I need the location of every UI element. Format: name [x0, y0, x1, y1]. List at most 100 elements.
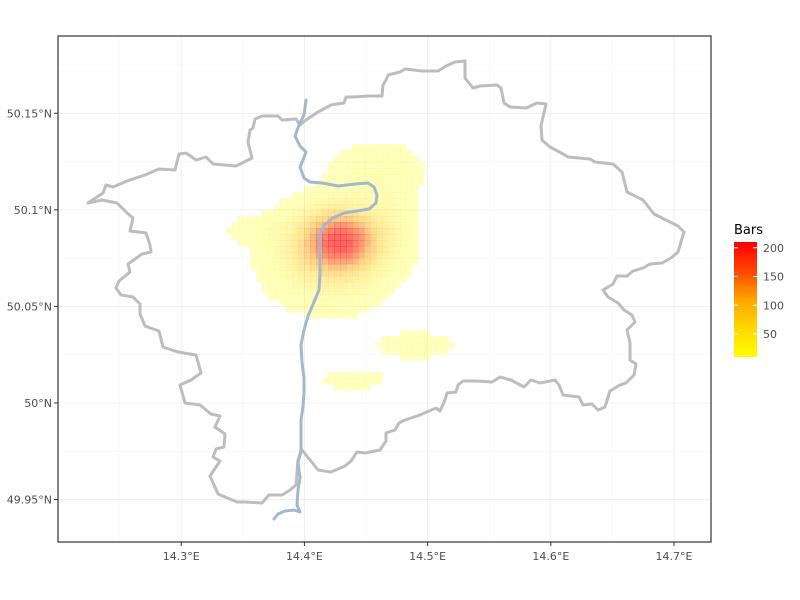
density-cell — [382, 282, 389, 289]
density-cell — [346, 384, 353, 391]
density-cell — [226, 228, 233, 235]
density-cell — [280, 288, 287, 295]
density-cell — [394, 234, 401, 241]
density-cell — [370, 282, 377, 289]
x-tick-label: 14.6°E — [532, 550, 569, 563]
density-cell — [400, 234, 407, 241]
density-cell — [352, 198, 359, 205]
density-cell — [334, 312, 341, 319]
density-cell — [304, 276, 311, 283]
density-cell — [304, 234, 311, 241]
density-cell — [328, 186, 335, 193]
density-cell — [412, 348, 419, 355]
density-cell — [358, 192, 365, 199]
density-cell — [304, 282, 311, 289]
density-cell — [388, 288, 395, 295]
density-cell — [364, 228, 371, 235]
density-cell — [382, 246, 389, 253]
density-cell — [370, 156, 377, 163]
density-cell — [250, 264, 257, 271]
density-cell — [406, 198, 413, 205]
density-cell — [412, 210, 419, 217]
density-cell — [394, 252, 401, 259]
density-cell — [430, 342, 437, 349]
density-cell — [334, 228, 341, 235]
density-cell — [256, 216, 263, 223]
density-cell — [352, 252, 359, 259]
density-cell — [436, 336, 443, 343]
density-cell — [328, 204, 335, 211]
density-cell — [262, 282, 269, 289]
density-cell — [376, 234, 383, 241]
density-cell — [340, 198, 347, 205]
density-cell — [352, 210, 359, 217]
density-cell — [388, 240, 395, 247]
density-cell — [370, 234, 377, 241]
density-cell — [376, 186, 383, 193]
density-cell — [370, 198, 377, 205]
plot-panel-border — [57, 35, 712, 543]
density-cell — [292, 300, 299, 307]
density-cell — [376, 342, 383, 349]
density-cell — [358, 264, 365, 271]
density-cell — [388, 186, 395, 193]
x-axis: 14.3°E 14.4°E 14.5°E 14.6°E 14.7°E — [163, 542, 693, 563]
density-cell — [394, 270, 401, 277]
density-cell — [400, 354, 407, 361]
density-cell — [328, 222, 335, 229]
density-cell — [352, 162, 359, 169]
density-cell — [232, 234, 239, 241]
density-cell — [412, 342, 419, 349]
density-cell — [322, 246, 329, 253]
density-cell — [346, 264, 353, 271]
y-tick-label: 49.95°N — [7, 494, 52, 507]
density-cell — [370, 210, 377, 217]
density-cell — [412, 192, 419, 199]
density-cell — [370, 240, 377, 247]
density-cell — [358, 150, 365, 157]
density-cell — [352, 276, 359, 283]
density-cell — [304, 186, 311, 193]
density-cell — [358, 246, 365, 253]
density-cell — [298, 300, 305, 307]
density-cell — [364, 306, 371, 313]
density-cell — [418, 336, 425, 343]
density-cell — [412, 330, 419, 337]
density-cell — [352, 222, 359, 229]
density-cell — [364, 168, 371, 175]
density-cell — [316, 306, 323, 313]
density-cell — [346, 198, 353, 205]
density-cell — [316, 216, 323, 223]
density-cell — [352, 156, 359, 163]
density-cell — [376, 276, 383, 283]
density-cell — [382, 240, 389, 247]
density-cell — [304, 270, 311, 277]
density-cell — [346, 228, 353, 235]
density-cell — [340, 222, 347, 229]
density-cell — [262, 258, 269, 265]
density-cell — [370, 294, 377, 301]
density-cell — [322, 312, 329, 319]
density-cell — [388, 264, 395, 271]
density-cell — [394, 222, 401, 229]
density-cell — [406, 354, 413, 361]
density-cell — [418, 180, 425, 187]
density-cell — [376, 252, 383, 259]
density-cell — [250, 240, 257, 247]
density-cell — [406, 246, 413, 253]
density-cell — [418, 162, 425, 169]
density-cell — [376, 150, 383, 157]
density-cell — [376, 216, 383, 223]
prague-boundary — [86, 59, 686, 505]
density-cell — [358, 240, 365, 247]
density-cell — [382, 174, 389, 181]
y-tick-label: 50.05°N — [7, 300, 52, 313]
density-cell — [358, 372, 365, 379]
density-cell — [292, 246, 299, 253]
density-cell — [442, 342, 449, 349]
density-cell — [310, 312, 317, 319]
density-cell — [400, 258, 407, 265]
density-cell — [430, 348, 437, 355]
density-cell — [292, 276, 299, 283]
density-cell — [358, 144, 365, 151]
